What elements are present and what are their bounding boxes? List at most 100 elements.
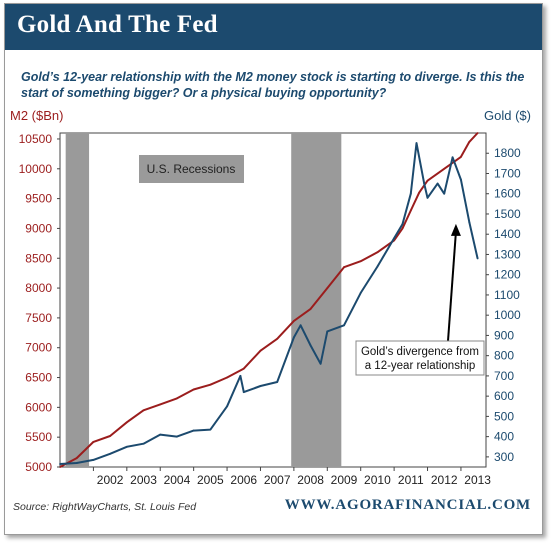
m2-point <box>443 167 446 170</box>
gold-point <box>376 265 379 268</box>
annotation-arrowhead <box>450 223 461 236</box>
gold-point <box>259 385 262 387</box>
gold-point <box>468 221 471 223</box>
right-axis-ticks: 300 400 500 600 700 800 900 1000 1100 1200 1300 140… <box>486 146 521 464</box>
right-tick-label: 1000 <box>494 308 521 322</box>
x-tick-label: 2010 <box>364 473 391 487</box>
gold-point <box>401 223 404 225</box>
gold-point <box>239 375 242 377</box>
page-title: Gold And The Fed <box>17 11 218 38</box>
m2-point <box>159 403 162 406</box>
m2-point <box>242 367 245 370</box>
right-tick-label: 500 <box>494 409 514 423</box>
annotation-box <box>355 340 485 376</box>
left-tick-label: 6000 <box>25 400 52 414</box>
m2-point <box>292 319 295 322</box>
m2-point <box>343 266 345 269</box>
gold-point <box>125 445 128 448</box>
x-axis-ticks: 2002 2003 2004 2005 2006 2007 2008 2009 2010 2011… <box>92 467 491 487</box>
left-tick-label: 10500 <box>19 132 53 146</box>
gold-series <box>59 142 479 465</box>
recession-band <box>65 133 90 467</box>
right-axis-title: Gold ($) <box>484 108 531 123</box>
x-tick-label: 2002 <box>97 473 124 487</box>
gold-point <box>292 336 295 339</box>
m2-point <box>426 179 429 182</box>
right-tick-label: 700 <box>494 369 514 383</box>
gold-point <box>460 178 462 181</box>
gold-point <box>109 452 112 455</box>
source-note: Source: RightWayCharts, St. Louis Fed <box>13 501 197 513</box>
m2-point <box>376 251 379 254</box>
recession-bands <box>65 133 342 467</box>
annotation-line-2: a 12-year relationship <box>365 360 476 372</box>
gold-point <box>59 463 61 465</box>
gold-point <box>176 435 178 438</box>
m2-point <box>109 435 112 437</box>
gold-point <box>309 344 312 347</box>
right-tick-label: 1600 <box>494 187 521 201</box>
gold-point <box>299 324 302 327</box>
m2-point <box>192 388 195 391</box>
m2-point <box>276 337 279 340</box>
right-tick-label: 1700 <box>494 166 521 180</box>
right-tick-label: 1300 <box>494 247 521 261</box>
gold-point <box>415 142 418 145</box>
gold-point <box>276 381 279 383</box>
x-tick-label: 2004 <box>164 473 191 487</box>
gold-point <box>226 405 228 408</box>
gold-point <box>443 192 446 195</box>
right-tick-label: 1100 <box>494 288 520 302</box>
x-tick-label: 2005 <box>197 473 224 487</box>
gold-point <box>359 292 362 294</box>
m2-point <box>176 397 178 400</box>
right-tick-label: 800 <box>494 349 514 363</box>
left-tick-label: 6500 <box>25 371 52 385</box>
left-tick-label: 8000 <box>25 281 52 295</box>
m2-point <box>418 191 421 194</box>
right-tick-label: 1200 <box>494 268 521 282</box>
gold-point <box>423 182 426 185</box>
recession-legend: U.S. Recessions <box>139 155 244 183</box>
x-tick-label: 2007 <box>264 473 291 487</box>
divergence-annotation: Gold’s divergence from a 12-year relatio… <box>355 223 485 376</box>
m2-point <box>259 349 262 352</box>
m2-point <box>209 383 212 386</box>
left-tick-label: 9500 <box>25 192 52 206</box>
x-tick-label: 2012 <box>431 473 458 487</box>
left-tick-label: 5000 <box>25 460 52 474</box>
left-tick-label: 7500 <box>25 311 52 325</box>
m2-point <box>92 441 95 443</box>
gold-point <box>209 428 212 431</box>
gold-point <box>343 324 345 327</box>
recession-legend-label: U.S. Recessions <box>147 162 236 176</box>
site-url[interactable]: WWW.AGORAFINANCIAL.COM <box>284 497 531 513</box>
left-tick-label: 8500 <box>25 251 52 265</box>
m2-point <box>359 260 362 263</box>
x-tick-label: 2011 <box>398 473 424 487</box>
m2-point <box>460 155 462 158</box>
m2-point <box>75 457 78 459</box>
right-tick-label: 300 <box>494 450 514 464</box>
right-tick-label: 1500 <box>494 207 521 221</box>
gold-point <box>409 192 412 195</box>
m2-point <box>309 308 312 310</box>
m2-point <box>468 141 471 143</box>
left-tick-label: 9000 <box>25 221 52 235</box>
gold-point <box>436 182 439 185</box>
m2-point <box>226 376 228 379</box>
gold-point <box>476 257 479 260</box>
annotation-arrow <box>447 231 457 342</box>
gold-point <box>319 362 322 365</box>
gold-point <box>393 237 396 240</box>
annotation-line-1: Gold’s divergence from <box>361 346 479 358</box>
x-tick-label: 2006 <box>230 473 257 487</box>
x-tick-label: 2013 <box>464 473 491 487</box>
x-tick-label: 2008 <box>297 473 324 487</box>
gold-point <box>426 196 429 199</box>
m2-point <box>401 227 404 230</box>
title-bar: Gold And The Fed <box>5 4 542 50</box>
gold-point <box>451 156 454 159</box>
gold-point <box>326 330 329 333</box>
